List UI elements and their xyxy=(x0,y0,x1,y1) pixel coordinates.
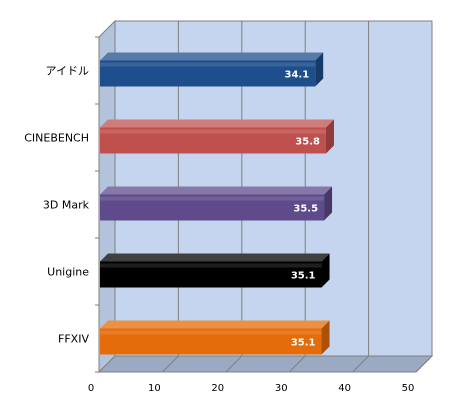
x-tick-label: 30 xyxy=(275,383,288,394)
category-labels: アイドル CINEBENCH 3D Mark Unigine FFXIV xyxy=(24,65,89,346)
bar-end-face xyxy=(315,52,324,87)
grid-line-floor xyxy=(225,355,243,373)
bar-top-face xyxy=(100,253,330,262)
bar xyxy=(100,52,324,87)
bar-front-face xyxy=(100,60,316,87)
bar-top-face xyxy=(100,52,324,61)
bar xyxy=(100,119,334,154)
category-label: アイドル xyxy=(46,65,89,78)
data-label: 34.1 xyxy=(285,70,310,81)
category-label: 3D Mark xyxy=(43,199,90,212)
x-tick-labels: 0 10 20 30 40 50 xyxy=(88,383,415,394)
bar-front-face xyxy=(100,261,322,288)
bar-top-face xyxy=(100,119,334,128)
grid-line-floor xyxy=(415,355,433,373)
x-tick-label: 10 xyxy=(148,383,161,394)
data-label: 35.1 xyxy=(291,271,316,282)
bars-group xyxy=(100,52,334,355)
data-label: 35.1 xyxy=(291,338,316,349)
bar-end-face xyxy=(321,320,330,355)
bar xyxy=(100,320,330,355)
category-label: CINEBENCH xyxy=(24,132,89,145)
bar-highlight xyxy=(100,263,322,268)
bar-end-face xyxy=(325,119,334,154)
grid-line-floor xyxy=(352,355,369,373)
x-tick-label: 0 xyxy=(88,383,94,394)
bar-highlight xyxy=(100,330,322,335)
category-label: Unigine xyxy=(47,266,89,279)
bar-top-face xyxy=(100,186,333,195)
x-tick-label: 20 xyxy=(211,383,224,394)
bar-end-face xyxy=(321,253,330,288)
data-labels: 34.1 35.8 35.5 35.1 35.1 xyxy=(285,70,320,349)
plot-floor xyxy=(97,355,434,373)
bar-highlight xyxy=(100,129,326,134)
bar-highlight xyxy=(100,196,325,201)
grid-line-floor xyxy=(162,355,179,373)
x-tick-label: 40 xyxy=(338,383,351,394)
bar xyxy=(100,186,333,221)
data-label: 35.8 xyxy=(295,137,320,148)
bar-highlight xyxy=(100,62,316,67)
category-label: FFXIV xyxy=(58,333,89,346)
bar-end-face xyxy=(324,186,333,221)
bar-front-face xyxy=(100,328,322,355)
x-tick-label: 50 xyxy=(402,383,415,394)
bar-top-face xyxy=(100,320,330,329)
bar-front-face xyxy=(100,127,326,154)
grid-line-floor xyxy=(288,355,306,373)
bar-front-face xyxy=(100,194,325,221)
bar xyxy=(100,253,330,288)
data-label: 35.5 xyxy=(293,204,318,215)
